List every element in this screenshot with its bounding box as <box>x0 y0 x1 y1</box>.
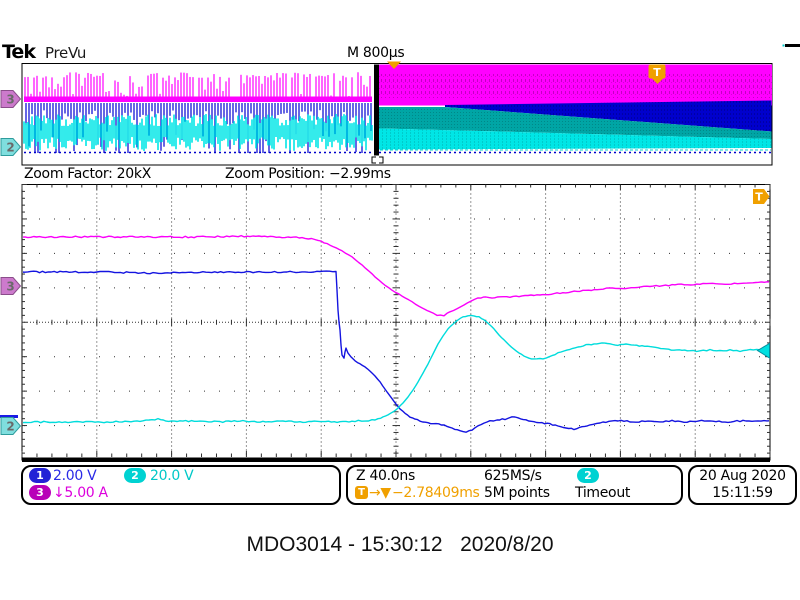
timebase-label: M 800µs <box>347 45 405 61</box>
zoom-scale-readout: Z 40.0ns <box>356 468 415 484</box>
zoom-position-label: Zoom Position: −2.99ms <box>225 166 391 182</box>
record-length-readout: 5M points <box>484 485 550 501</box>
svg-text:T: T <box>755 191 763 204</box>
svg-text:3: 3 <box>6 280 14 294</box>
zoom-window-cursor <box>374 64 379 156</box>
graticule-grid <box>21 184 771 461</box>
sample-rate-readout: 625MS/s <box>484 468 542 484</box>
strip-trigger-t-icon <box>648 64 666 79</box>
overview-post-trigger <box>24 64 772 154</box>
svg-text:3: 3 <box>6 93 14 107</box>
datetime-box: 20 Aug 2020 15:11:59 <box>688 465 797 505</box>
clipped-ui-fragment <box>785 44 800 47</box>
zoom-factor-label: Zoom Factor: 20kX <box>24 166 151 182</box>
zoom-window-bracket <box>371 156 384 164</box>
trigger-level-arrow-icon <box>756 342 770 359</box>
tek-logo: Tek <box>2 41 36 63</box>
main-trigger-t-icon <box>753 189 770 204</box>
channel-2-badge: 2 <box>124 468 146 483</box>
acquisition-readout-box: Z 40.0ns T →▼ −2.78409ms 625MS/s 5M poin… <box>346 465 683 505</box>
channel-3-scale: ↓5.00 A <box>53 485 108 501</box>
channel-2-voltage-trace <box>23 314 769 424</box>
strip-channel-3-marker <box>0 90 22 108</box>
trigger-arrow-icon: →▼ <box>369 485 391 501</box>
channel-1-badge: 1 <box>29 468 51 483</box>
channel-1-position-marker <box>0 415 18 418</box>
channel-3-current-trace <box>23 234 769 317</box>
acquisition-mode-label: PreVu <box>45 44 87 62</box>
screenshot-caption: MDO3014 - 15:30:12 2020/8/20 <box>246 533 554 556</box>
channel-1-scale: 2.00 V <box>53 468 97 484</box>
channel-readout-box: 1 2.00 V 2 20.0 V 3 ↓5.00 A <box>21 465 341 505</box>
trigger-position-readout: −2.78409ms <box>392 485 480 501</box>
strip-channel-2-marker <box>0 138 22 156</box>
main-channel-3-marker <box>0 277 22 295</box>
date-readout: 20 Aug 2020 <box>699 468 786 484</box>
channel-2-scale: 20.0 V <box>150 468 194 484</box>
channel-3-badge: 3 <box>29 485 51 500</box>
svg-text:2: 2 <box>6 141 14 155</box>
trigger-type-readout: Timeout <box>575 485 631 501</box>
expansion-point-icon <box>387 61 401 69</box>
trigger-t-icon: T <box>355 486 368 499</box>
svg-text:2: 2 <box>6 420 14 434</box>
main-channel-2-marker <box>0 417 22 435</box>
channel-1-voltage-trace <box>23 270 769 433</box>
overview-pwm-burst <box>23 72 373 153</box>
svg-text:T: T <box>653 66 661 79</box>
trigger-source-badge: 2 <box>577 468 599 483</box>
graticule-bottom-bar <box>22 457 770 462</box>
time-readout: 15:11:59 <box>712 485 773 501</box>
